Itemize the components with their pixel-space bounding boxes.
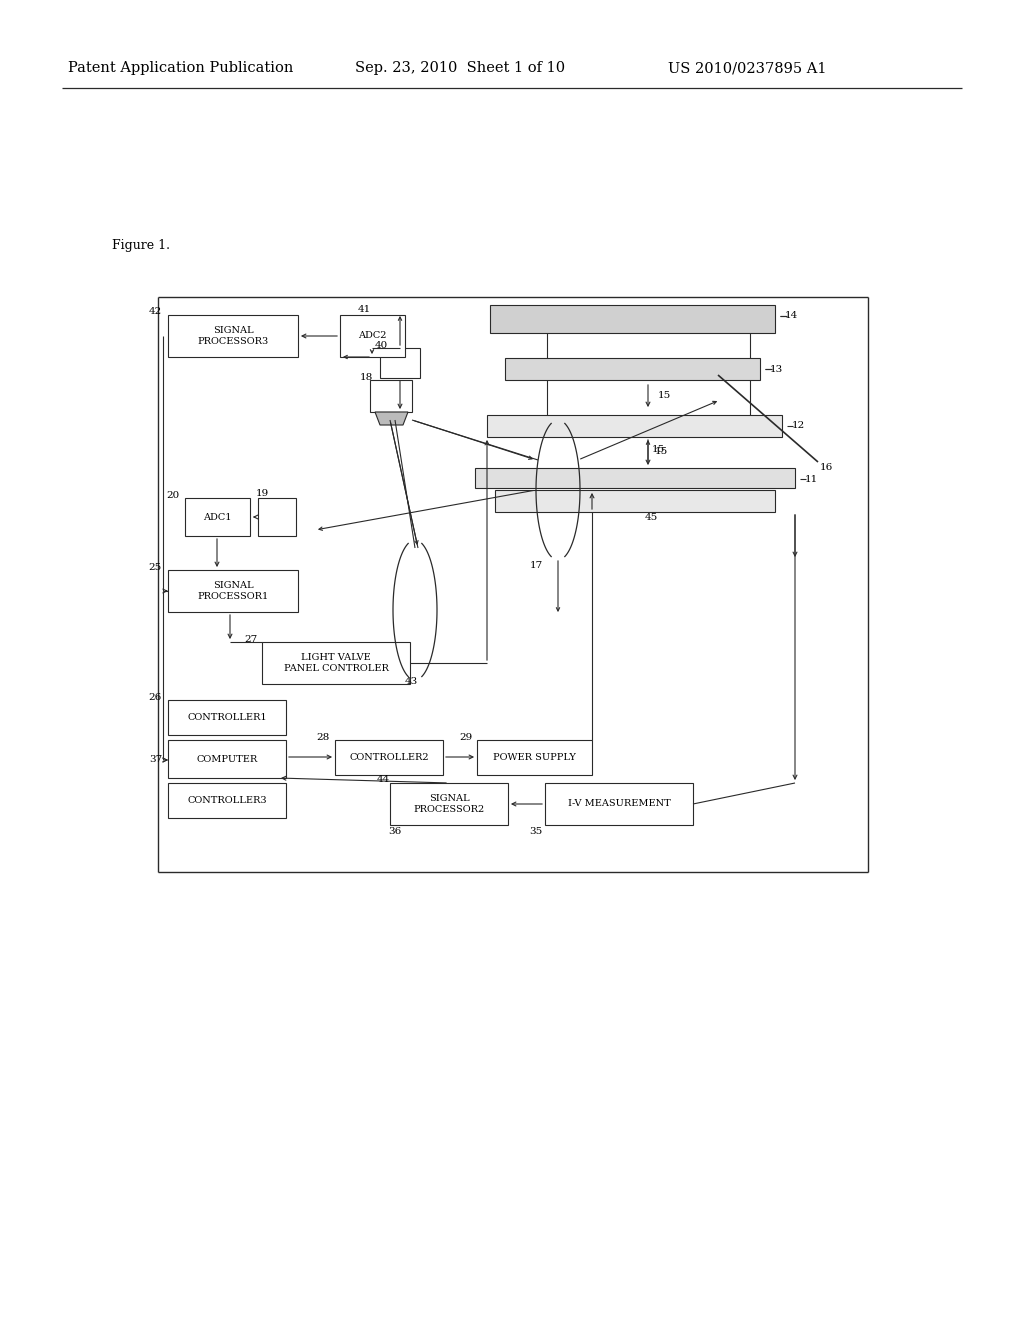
- Text: 15: 15: [655, 446, 669, 455]
- Bar: [545, 783, 693, 825]
- Text: 12: 12: [792, 421, 805, 430]
- Text: 40: 40: [375, 341, 388, 350]
- Text: 16: 16: [820, 462, 834, 471]
- Bar: [370, 380, 412, 412]
- Text: Figure 1.: Figure 1.: [112, 239, 170, 252]
- Text: 37: 37: [148, 755, 162, 764]
- Text: COMPUTER: COMPUTER: [197, 755, 258, 763]
- Text: 11: 11: [805, 475, 818, 484]
- Text: 15: 15: [652, 446, 666, 454]
- Bar: [168, 315, 298, 356]
- Bar: [262, 642, 410, 684]
- Bar: [335, 741, 443, 775]
- Text: 41: 41: [358, 305, 372, 314]
- Bar: [185, 498, 250, 536]
- Text: 13: 13: [770, 364, 783, 374]
- Bar: [495, 490, 775, 512]
- Text: LIGHT VALVE
PANEL CONTROLER: LIGHT VALVE PANEL CONTROLER: [284, 653, 388, 673]
- Text: 25: 25: [148, 562, 162, 572]
- Text: 43: 43: [406, 677, 418, 686]
- Bar: [168, 700, 286, 735]
- Text: Sep. 23, 2010  Sheet 1 of 10: Sep. 23, 2010 Sheet 1 of 10: [355, 61, 565, 75]
- Text: SIGNAL
PROCESSOR2: SIGNAL PROCESSOR2: [414, 795, 484, 813]
- Bar: [390, 783, 508, 825]
- Text: POWER SUPPLY: POWER SUPPLY: [494, 752, 575, 762]
- Text: 35: 35: [529, 828, 543, 837]
- Text: 45: 45: [645, 513, 658, 523]
- Text: CONTROLLER3: CONTROLLER3: [187, 796, 267, 805]
- Text: 14: 14: [785, 312, 799, 321]
- Text: 28: 28: [316, 733, 330, 742]
- Text: CONTROLLER2: CONTROLLER2: [349, 752, 429, 762]
- Bar: [505, 358, 760, 380]
- Bar: [490, 305, 775, 333]
- Text: 26: 26: [148, 693, 162, 702]
- Text: 36: 36: [388, 828, 401, 837]
- Bar: [258, 498, 296, 536]
- Bar: [168, 741, 286, 777]
- Text: 20: 20: [167, 491, 180, 499]
- Bar: [477, 741, 592, 775]
- Text: I-V MEASUREMENT: I-V MEASUREMENT: [567, 800, 671, 808]
- Text: 27: 27: [245, 635, 258, 644]
- Text: CONTROLLER1: CONTROLLER1: [187, 713, 267, 722]
- Text: 29: 29: [460, 733, 473, 742]
- Text: SIGNAL
PROCESSOR1: SIGNAL PROCESSOR1: [198, 581, 268, 601]
- Text: ADC1: ADC1: [203, 512, 231, 521]
- Text: 18: 18: [360, 372, 374, 381]
- Text: 42: 42: [148, 308, 162, 317]
- Text: US 2010/0237895 A1: US 2010/0237895 A1: [668, 61, 826, 75]
- Bar: [475, 469, 795, 488]
- Polygon shape: [375, 412, 408, 425]
- Text: 17: 17: [530, 561, 544, 569]
- Text: 44: 44: [377, 776, 390, 784]
- Text: 15: 15: [658, 391, 672, 400]
- Text: SIGNAL
PROCESSOR3: SIGNAL PROCESSOR3: [198, 326, 268, 346]
- Bar: [168, 783, 286, 818]
- Text: ADC2: ADC2: [358, 331, 387, 341]
- Bar: [168, 570, 298, 612]
- Text: 19: 19: [256, 488, 269, 498]
- Bar: [380, 348, 420, 378]
- Bar: [340, 315, 406, 356]
- Bar: [487, 414, 782, 437]
- Text: Patent Application Publication: Patent Application Publication: [68, 61, 293, 75]
